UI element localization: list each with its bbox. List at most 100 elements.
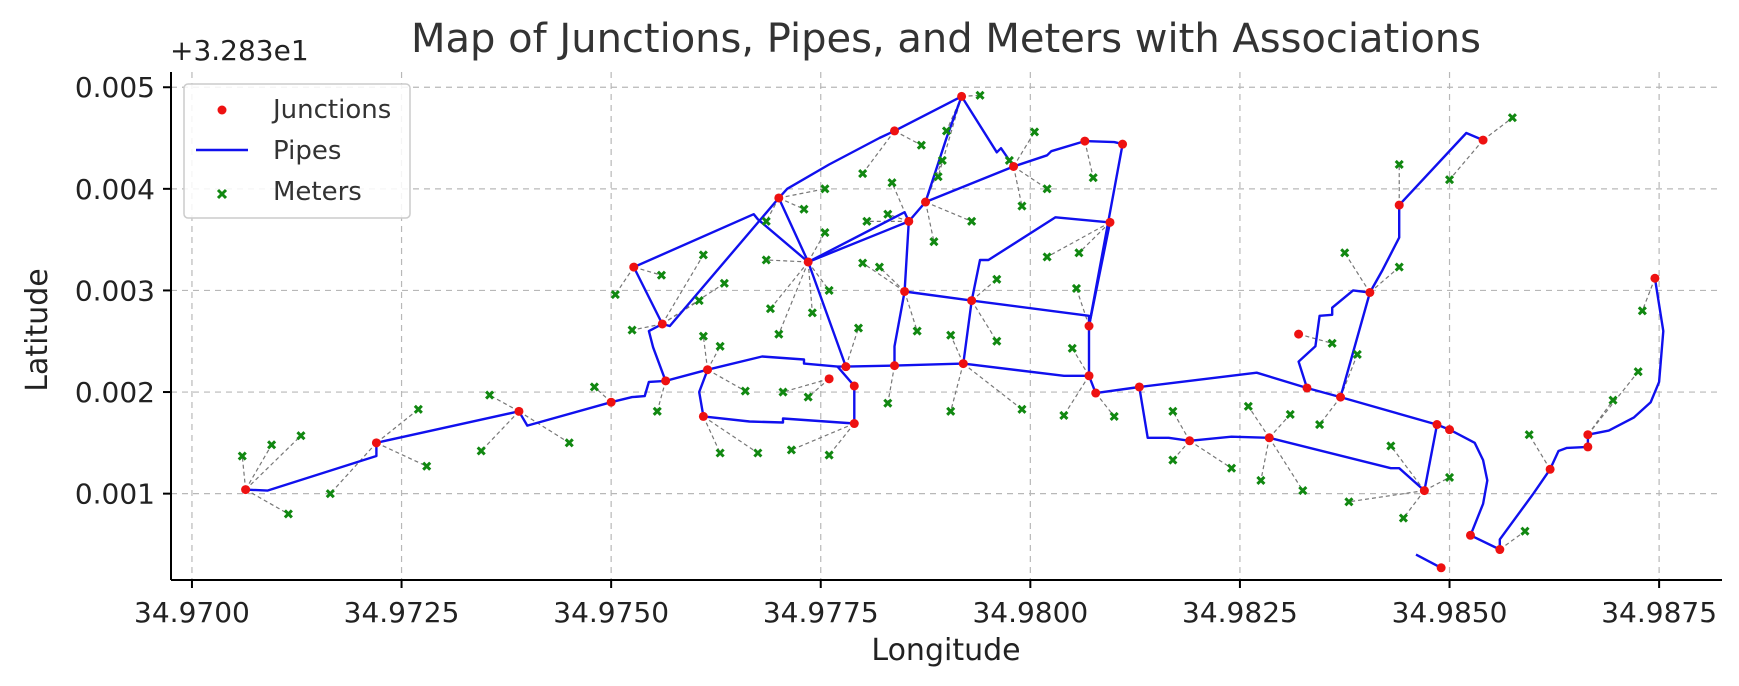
meter-marker [1352, 349, 1362, 360]
legend-meters-label: Meters [273, 177, 362, 207]
meter-marker [916, 140, 926, 150]
meter-marker [267, 440, 277, 450]
legend-junctions-label: Junctions [271, 95, 391, 125]
junction-marker [1009, 161, 1019, 171]
meter-marker [1633, 367, 1643, 377]
association-line [661, 254, 704, 325]
association-line [703, 415, 759, 454]
association-line [945, 96, 963, 132]
association-line [1063, 375, 1090, 416]
junction-marker [957, 91, 967, 101]
junction-marker [241, 485, 251, 495]
junction-marker [703, 365, 713, 375]
association-line [614, 266, 635, 295]
axes [170, 72, 1722, 581]
meter-marker [1071, 283, 1082, 293]
association-line [376, 408, 419, 444]
meter-marker [933, 172, 943, 182]
junction-marker [606, 397, 616, 407]
association-line [879, 266, 905, 292]
association-line [1390, 445, 1425, 491]
y-ticks: 0.001 0.002 0.003 0.004 0.005 [75, 71, 171, 511]
y-tick-label: 0.003 [75, 274, 155, 307]
meter-marker [1168, 455, 1178, 465]
meter-marker [1608, 395, 1618, 405]
junction-marker [1264, 433, 1274, 443]
legend-meter-marker [216, 188, 228, 200]
pipe-segment [632, 266, 667, 382]
meter-marker [1344, 497, 1354, 507]
pipe-segment [962, 216, 1112, 376]
legend: Junctions Pipes Meters [183, 83, 411, 219]
meter-marker [975, 90, 985, 100]
grid-lines [171, 72, 1722, 580]
junction-marker [774, 193, 784, 203]
junction-marker [1365, 287, 1375, 297]
pipe-segment [1297, 289, 1372, 398]
association-line [1071, 348, 1090, 377]
meter-marker [715, 341, 725, 351]
meter-marker [1109, 411, 1119, 421]
meter-marker [1298, 486, 1308, 496]
meter-marker [1386, 441, 1396, 451]
junction-marker [629, 262, 639, 272]
meter-marker [761, 216, 771, 226]
meter-marker [761, 255, 771, 265]
association-line [1402, 490, 1425, 519]
y-tick-label: 0.002 [75, 376, 155, 409]
association-line [376, 442, 427, 467]
junction-marker [890, 126, 900, 136]
meter-marker [803, 392, 813, 402]
meter-marker [765, 304, 776, 314]
meter-marker [698, 250, 708, 260]
meter-marker [1243, 401, 1253, 411]
pipe-segment [777, 197, 848, 368]
association-line [1247, 405, 1270, 439]
association-line [807, 261, 813, 313]
junction-marker [514, 406, 524, 416]
x-tick-label: 34.9750 [553, 596, 669, 629]
association-line [1046, 221, 1111, 258]
meter-marker [786, 445, 796, 455]
meter-marker [1074, 248, 1084, 258]
pipe-segment [904, 290, 1091, 326]
meter-marker [824, 285, 834, 296]
meter-marker [1507, 113, 1517, 123]
x-ticks: 34.9700 34.9725 34.9750 34.9775 34.9800 34.98… [134, 580, 1717, 629]
meter-marker [283, 509, 293, 519]
x-tick-label: 34.9775 [763, 596, 879, 629]
junction-marker [371, 438, 381, 448]
meter-marker [627, 325, 637, 335]
junction-marker [967, 296, 977, 306]
association-line [845, 327, 860, 367]
junction-marker [1478, 135, 1488, 145]
meter-marker [883, 209, 893, 219]
meter-marker [1315, 419, 1325, 430]
junction-marker [1545, 464, 1555, 474]
meter-marker [564, 438, 574, 448]
meter-marker [656, 270, 667, 280]
association-line [489, 394, 520, 412]
meter-marker [698, 331, 708, 341]
association-line [791, 422, 855, 451]
association-line [807, 261, 830, 291]
meter-marker [937, 155, 947, 165]
x-axis-label: Longitude [871, 633, 1020, 668]
junction-marker [1419, 486, 1429, 496]
association-line [633, 266, 662, 276]
y-tick-label: 0.004 [75, 173, 155, 206]
meter-marker [992, 336, 1002, 346]
x-tick-label: 34.9800 [972, 596, 1088, 629]
association-line [1084, 140, 1094, 178]
meter-marker [1168, 406, 1178, 416]
association-line [1075, 288, 1090, 327]
association-line [1189, 440, 1232, 469]
meter-marker [946, 330, 956, 340]
junction-marker [1302, 383, 1312, 393]
junction-marker [824, 374, 834, 384]
junction-marker [657, 319, 667, 329]
meter-marker [715, 448, 725, 458]
meter-marker [422, 461, 432, 471]
meter-marker [1637, 306, 1647, 316]
association-line [245, 444, 273, 490]
